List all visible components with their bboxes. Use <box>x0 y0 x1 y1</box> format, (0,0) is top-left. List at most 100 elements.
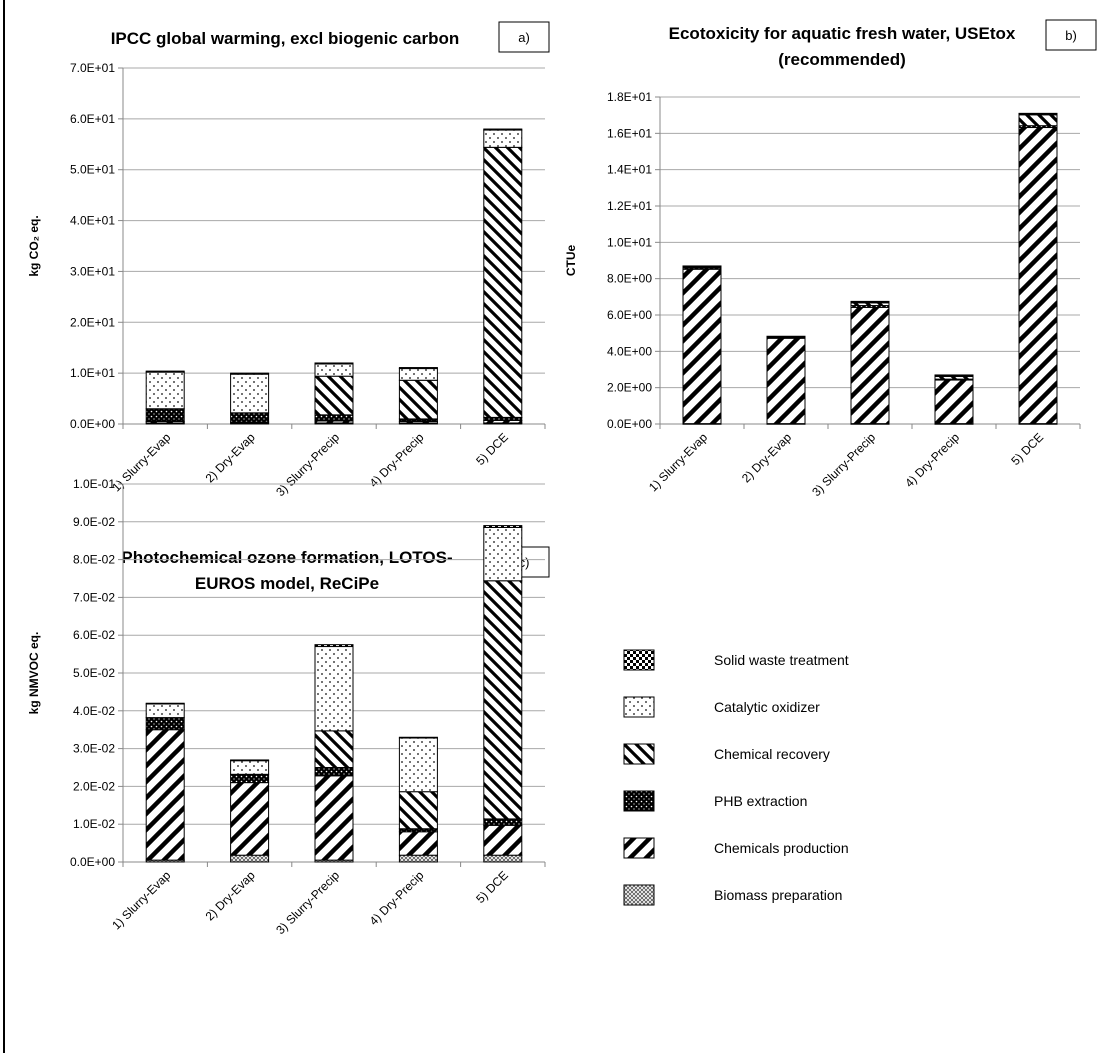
chart-b-bar-segment-solid <box>766 335 806 338</box>
chart-c-bar-segment-bio <box>230 854 270 863</box>
chart-a-ytick-label: 1.0E+01 <box>70 366 115 380</box>
chart-b-bar-segment-chemprod <box>766 337 806 425</box>
chart-c-bar-segment-chemrec <box>314 730 354 768</box>
chart-b-title-line-0: Ecotoxicity for aquatic fresh water, USE… <box>669 24 1016 43</box>
chart-c-badge-label: c) <box>519 555 530 570</box>
chart-b-bar-segment-chemprod <box>934 379 974 425</box>
chart-b-ytick-label: 6.0E+00 <box>607 308 652 322</box>
chart-b-bar-segment-solid <box>934 374 974 377</box>
chart-b-ytick-label: 2.0E+00 <box>607 381 652 395</box>
chart-a-badge-box <box>498 21 550 53</box>
chart-c-ylabel: kg NMVOC eq. <box>27 632 41 715</box>
legend-swatch-solid <box>623 649 655 671</box>
chart-a-bar-segment-solid <box>483 128 523 131</box>
chart-c-bar-segment-phb <box>145 717 185 731</box>
chart-c-bar-segment-chemrec <box>398 791 438 830</box>
chart-b-category-label: 3) Slurry-Precip <box>809 430 878 499</box>
chart-a-category-label: 5) DCE <box>473 430 511 468</box>
legend-swatch-chemprod <box>623 837 655 859</box>
legend-label-solid: Solid waste treatment <box>714 652 849 668</box>
chart-c-ozone-formation: Photochemical ozone formation, LOTOS- EUR… <box>27 477 550 937</box>
chart-c-bar-segment-solid <box>483 525 523 528</box>
chart-b-badge-box <box>1045 19 1097 51</box>
chart-c-bar-segment-solid <box>230 759 270 762</box>
chart-a-ytick-label: 2.0E+01 <box>70 315 115 329</box>
chart-b-ytick-label: 8.0E+00 <box>607 272 652 286</box>
chart-b-ytick-label: 1.0E+01 <box>607 235 652 249</box>
chart-b-bar-segment-solid <box>682 265 722 268</box>
legend-label-chemprod: Chemicals production <box>714 840 849 856</box>
chart-a-category-label: 3) Slurry-Precip <box>273 430 342 499</box>
chart-c-bar-segment-phb <box>230 773 270 784</box>
chart-a-title-line-0: IPCC global warming, excl biogenic carbo… <box>111 29 460 48</box>
chart-a-bar-segment-chemrec <box>483 146 523 418</box>
chart-c-bar-segment-solid <box>398 736 438 739</box>
chart-c-bar-segment-chemprod <box>398 831 438 856</box>
chart-c-title-line-1: EUROS model, ReCiPe <box>195 574 379 593</box>
chart-b-ytick-label: 1.6E+01 <box>607 126 652 140</box>
chart-c-bar-segment-phb <box>314 767 354 777</box>
legend-label-cat: Catalytic oxidizer <box>714 699 820 715</box>
chart-b-ytick-label: 1.4E+01 <box>607 163 652 177</box>
chart-c-bar-segment-cat <box>230 760 270 775</box>
chart-c-bar-segment-cat <box>314 646 354 732</box>
chart-a-category-label: 2) Dry-Evap <box>203 430 258 485</box>
chart-b-bar-segment-chemprod <box>1018 127 1058 425</box>
chart-c-bar-segment-chemrec <box>483 580 523 820</box>
chart-c-bar-segment-bio <box>398 854 438 863</box>
chart-c-ytick-label: 6.0E-02 <box>73 628 115 642</box>
chart-c-bar-segment-chemprod <box>314 775 354 861</box>
chart-a-ytick-label: 6.0E+01 <box>70 112 115 126</box>
chart-b-bar-segment-chemprod <box>850 306 890 425</box>
chart-a-bar-segment-cat <box>483 129 523 148</box>
chart-b-bar-segment-chemrec <box>1018 114 1058 127</box>
legend-label-phb: PHB extraction <box>714 793 807 809</box>
chart-a-bar-segment-cat <box>314 363 354 377</box>
chart-b-category-label: 2) Dry-Evap <box>739 430 794 485</box>
chart-a-bar-segment-cat <box>230 373 270 414</box>
chart-c-ytick-label: 8.0E-02 <box>73 553 115 567</box>
chart-c-ytick-label: 3.0E-02 <box>73 742 115 756</box>
chart-c-bar-segment-cat <box>398 737 438 793</box>
legend-swatch-chemrec <box>623 743 655 765</box>
chart-a-bar-segment-chemrec <box>314 375 354 416</box>
chart-b-ytick-label: 0.0E+00 <box>607 417 652 431</box>
chart-b-ylabel: CTUe <box>564 245 578 277</box>
chart-c-ytick-label: 5.0E-02 <box>73 666 115 680</box>
chart-b-bar-segment-solid <box>850 300 890 303</box>
chart-c-category-label: 3) Slurry-Precip <box>273 868 342 937</box>
chart-a-bar-segment-phb <box>145 408 185 422</box>
chart-a-ytick-label: 4.0E+01 <box>70 214 115 228</box>
legend: Solid waste treatment Catalytic oxidizer C… <box>623 649 849 906</box>
chart-a-ytick-label: 0.0E+00 <box>70 417 115 431</box>
chart-a-ylabel: kg CO₂ eq. <box>27 215 41 276</box>
chart-b-ytick-label: 4.0E+00 <box>607 344 652 358</box>
chart-a-bar-segment-phb <box>314 414 354 422</box>
chart-c-bar-segment-chemprod <box>145 729 185 861</box>
chart-b-badge-label: b) <box>1065 28 1077 43</box>
chart-a-ytick-label: 5.0E+01 <box>70 163 115 177</box>
chart-a-badge-label: a) <box>518 30 530 45</box>
legend-swatch-bio <box>623 884 655 906</box>
chart-c-bar-segment-bio <box>483 854 523 863</box>
chart-b-title-line-1: (recommended) <box>778 50 906 69</box>
chart-c-bar-segment-chemprod <box>230 782 270 856</box>
chart-c-ytick-label: 2.0E-02 <box>73 779 115 793</box>
chart-c-bar-segment-phb <box>483 818 523 826</box>
chart-a-bar-segment-solid <box>314 362 354 365</box>
legend-label-bio: Biomass preparation <box>714 887 842 903</box>
chart-c-title-line-0: Photochemical ozone formation, LOTOS- <box>121 548 452 567</box>
legend-swatch-phb <box>623 790 655 812</box>
chart-c-ytick-label: 1.0E-02 <box>73 817 115 831</box>
chart-b-bar-segment-chemprod <box>682 268 722 425</box>
chart-a-ytick-label: 3.0E+01 <box>70 264 115 278</box>
chart-a-category-label: 4) Dry-Precip <box>367 430 427 490</box>
chart-c-ytick-label: 0.0E+00 <box>70 855 115 869</box>
chart-c-bar-segment-chemprod <box>483 824 523 856</box>
chart-c-category-label: 1) Slurry-Evap <box>109 868 173 932</box>
chart-a-global-warming: IPCC global warming, excl biogenic carbo… <box>27 21 550 499</box>
chart-c-category-label: 5) DCE <box>473 868 511 906</box>
chart-a-bar-segment-solid <box>145 370 185 373</box>
chart-b-ytick-label: 1.2E+01 <box>607 199 652 213</box>
chart-b-category-label: 1) Slurry-Evap <box>646 430 710 494</box>
